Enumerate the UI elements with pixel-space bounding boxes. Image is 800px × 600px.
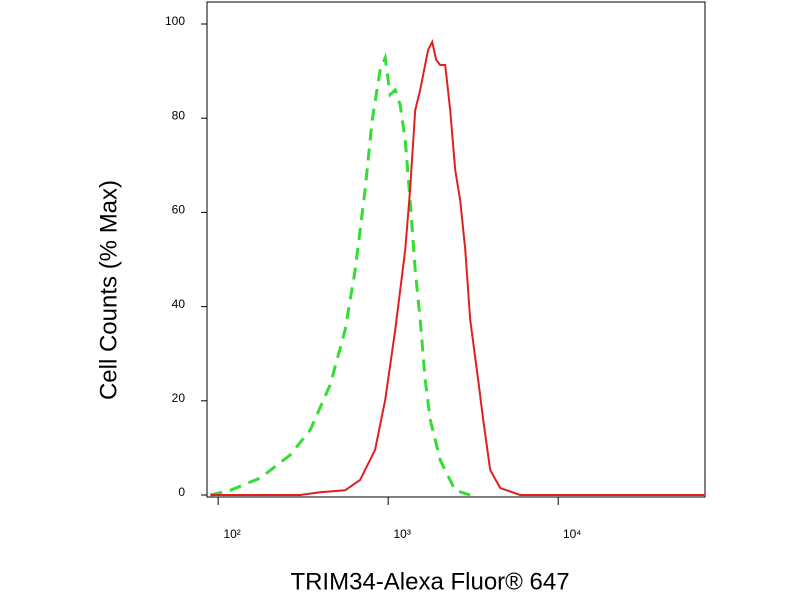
plot-frame [206,1,706,498]
x-tick-label: 10³ [393,527,410,541]
x-tick-label: 10⁴ [563,527,582,541]
y-tick-label: 40 [172,297,186,311]
y-tick-label: 80 [172,108,186,122]
y-tick-label: 60 [172,203,186,217]
x-tick-label: 10² [223,527,240,541]
y-tick-label: 0 [178,485,185,499]
y-tick-label: 20 [172,391,186,405]
x-axis-title: TRIM34-Alexa Fluor® 647 [290,568,569,595]
y-tick-label: 100 [165,14,185,28]
y-axis-title: Cell Counts (% Max) [95,180,122,400]
histogram-line [210,38,706,496]
histogram-line [210,52,471,497]
